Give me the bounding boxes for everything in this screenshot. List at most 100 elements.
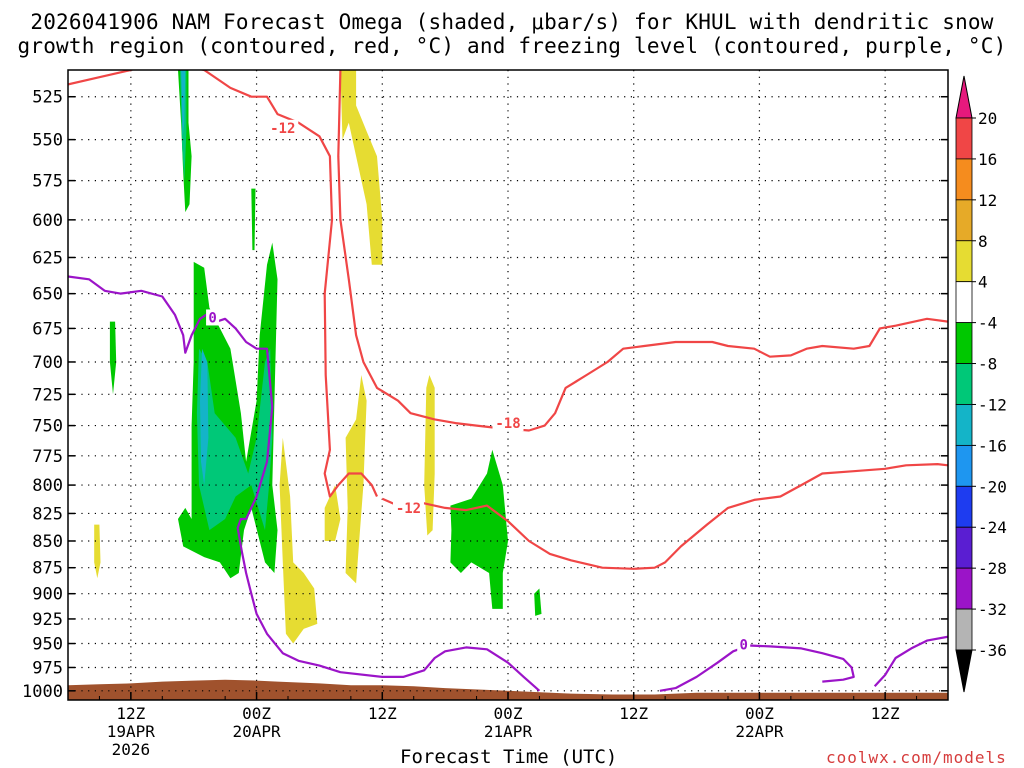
chart-title-line-2: growth region (contoured, red, °C) and f…	[17, 34, 1007, 58]
red-contour-1	[381, 463, 948, 570]
colorbar-label-2: 12	[978, 191, 997, 210]
x-tick-label-6-1: 19APR	[107, 722, 156, 741]
credit-text: coolwx.com/models	[826, 748, 1007, 767]
x-tick-label-78-0: 12Z	[871, 704, 900, 723]
colorbar-label-6: -8	[978, 355, 997, 374]
colorbar-swatch-5	[955, 322, 973, 364]
y-tick-label-925: 925	[32, 610, 63, 630]
colorbar-swatch-10	[955, 526, 973, 569]
colorbar-label-13: -36	[978, 641, 1007, 660]
y-tick-label-775: 775	[32, 447, 63, 467]
red-contour-0-label: -12	[270, 121, 295, 137]
omega-region-2	[181, 70, 186, 137]
omega-region-6	[251, 188, 256, 251]
y-tick-label-575: 575	[32, 172, 63, 192]
y-tick-label-700: 700	[32, 353, 63, 373]
omega-region-11	[345, 375, 367, 584]
y-tick-label-650: 650	[32, 285, 63, 305]
y-tick-label-850: 850	[32, 532, 63, 552]
x-tick-label-18-1: 20APR	[232, 722, 281, 741]
x-tick-label-6-2: 2026	[112, 740, 151, 759]
y-tick-label-625: 625	[32, 248, 63, 268]
y-tick-label-875: 875	[32, 559, 63, 579]
omega-region-9	[534, 588, 542, 616]
colorbar: 20 16 12 8 4 -4 -8 -12 -16 -20 -24 -28 -32 -36	[955, 75, 1007, 693]
purple-contour-1-label-bg	[737, 636, 751, 653]
omega-region-14	[424, 375, 435, 536]
colorbar-swatch-9	[955, 485, 973, 528]
red-contour-0-label-bg	[267, 119, 299, 136]
colorbar-label-8: -16	[978, 436, 1007, 455]
colorbar-swatch-2	[955, 199, 973, 242]
colorbar-label-4: 4	[978, 273, 988, 292]
y-tick-label-725: 725	[32, 385, 63, 405]
colorbar-swatch-1	[955, 158, 973, 201]
y-tick-label-825: 825	[32, 504, 63, 524]
x-tick-label-42-0: 00Z	[494, 704, 523, 723]
purple-contour-0-label-bg	[206, 309, 220, 326]
colorbar-under-triangle	[955, 649, 973, 693]
y-tick-label-675: 675	[32, 319, 63, 339]
red-contour-2-label-bg	[492, 415, 524, 432]
omega-region-15	[94, 524, 101, 579]
terrain-layer	[68, 679, 948, 700]
colorbar-swatch-7	[955, 404, 973, 446]
colorbar-label-7: -12	[978, 395, 1007, 414]
omega-region-13	[279, 437, 318, 644]
y-tick-label-600: 600	[32, 211, 63, 231]
purple-contour-2	[873, 635, 948, 687]
y-tick-label-800: 800	[32, 476, 63, 496]
colorbar-label-3: 8	[978, 232, 988, 251]
red-contour-1-label: -12	[396, 501, 421, 517]
chart-title-line-1: 2026041906 NAM Forecast Omega (shaded, μ…	[30, 10, 994, 34]
purple-contour-1-label: 0	[739, 638, 747, 654]
x-tick-label-66-0: 00Z	[745, 704, 774, 723]
grid-lines	[68, 70, 948, 700]
colorbar-label-10: -24	[978, 518, 1007, 537]
omega-region-12	[324, 485, 341, 541]
purple-contour-0-label: 0	[208, 310, 216, 326]
purple-contour-1	[659, 644, 855, 692]
terrain-fill	[68, 679, 948, 700]
x-tick-label-30-0: 12Z	[368, 704, 397, 723]
x-tick-label-18-0: 00Z	[242, 704, 271, 723]
x-tick-label-54-0: 12Z	[619, 704, 648, 723]
y-tick-label-1000: 1000	[22, 682, 63, 702]
colorbar-label-11: -28	[978, 559, 1007, 578]
contour-lines: -12 -12 -18 0 0	[68, 70, 948, 692]
x-axis-title: Forecast Time (UTC)	[400, 746, 618, 768]
x-tick-label-6-0: 12Z	[116, 704, 145, 723]
omega-region-8	[450, 449, 508, 609]
red-contour-1-label-bg	[392, 499, 424, 516]
colorbar-label-9: -20	[978, 477, 1007, 496]
red-contour-2	[337, 70, 948, 432]
colorbar-label-0: 20	[978, 109, 997, 128]
red-contour-2-label: -18	[495, 416, 520, 432]
colorbar-label-1: 16	[978, 150, 997, 169]
omega-region-5	[200, 348, 209, 486]
axes: 525 550 575 600 625 650 675 700 725 750 775 800 825 8…	[22, 88, 948, 759]
colorbar-label-5: -4	[978, 314, 997, 333]
y-tick-label-975: 975	[32, 658, 63, 678]
y-tick-label-950: 950	[32, 635, 63, 655]
x-tick-label-66-1: 22APR	[735, 722, 784, 741]
y-tick-label-550: 550	[32, 131, 63, 151]
colorbar-swatch-4	[955, 281, 973, 324]
colorbar-swatch-8	[955, 444, 973, 487]
y-tick-label-525: 525	[32, 88, 63, 108]
colorbar-swatch-6	[955, 363, 973, 405]
colorbar-swatch-12	[955, 608, 973, 651]
colorbar-swatch-11	[955, 567, 973, 610]
omega-region-7	[109, 321, 117, 395]
x-tick-label-42-1: 21APR	[484, 722, 533, 741]
colorbar-label-12: -32	[978, 600, 1007, 619]
y-tick-label-900: 900	[32, 585, 63, 605]
red-contour-0	[68, 70, 379, 498]
colorbar-swatch-3	[955, 240, 973, 283]
colorbar-swatch-0	[955, 117, 973, 160]
purple-contour-0	[68, 275, 541, 692]
colorbar-over-triangle	[955, 75, 973, 119]
y-tick-label-750: 750	[32, 417, 63, 437]
omega-region-10	[340, 70, 383, 265]
